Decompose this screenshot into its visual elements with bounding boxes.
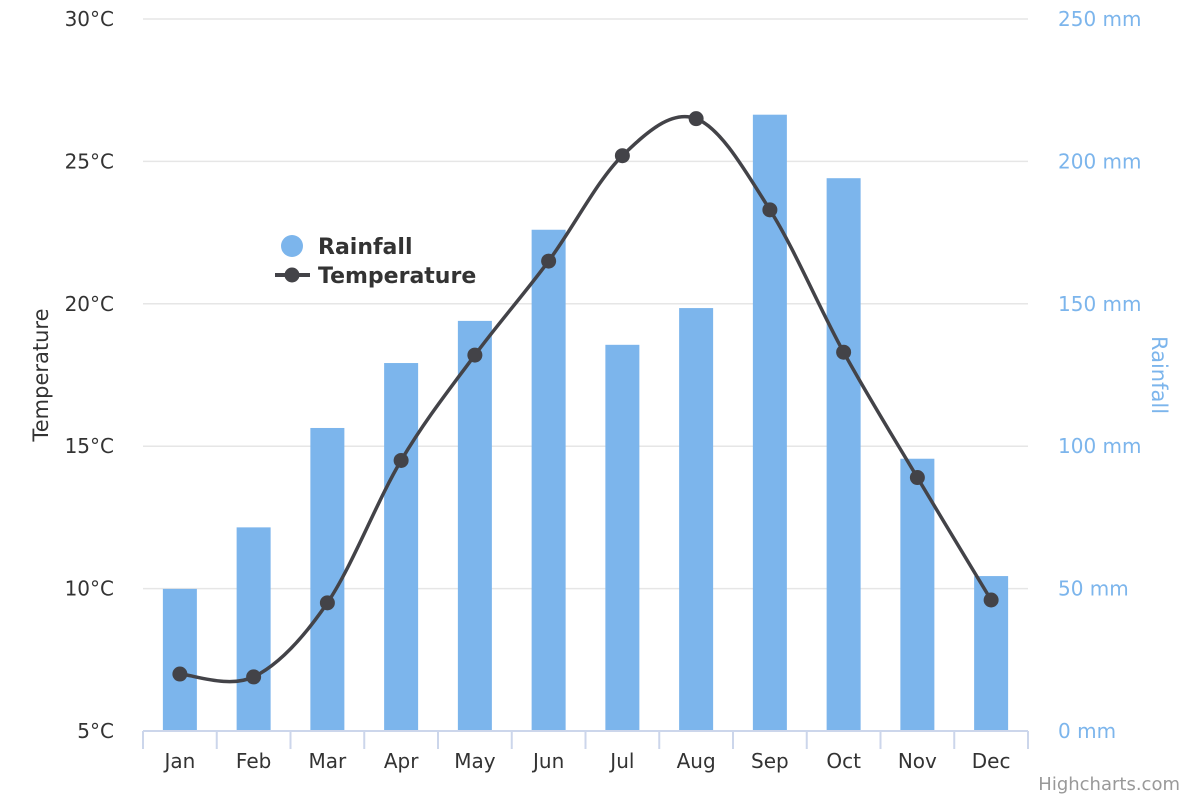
left-y-tick-label: 30°C — [65, 7, 114, 31]
legend[interactable]: Rainfall Temperature — [275, 235, 476, 289]
temperature-point[interactable] — [172, 666, 188, 682]
gridlines — [143, 18, 1028, 590]
x-axis-label: Dec — [972, 749, 1011, 773]
rainfall-bar[interactable] — [236, 527, 271, 731]
rainfall-legend-icon — [281, 235, 303, 257]
temperature-line — [172, 111, 999, 685]
x-axis-label: Nov — [898, 749, 937, 773]
legend-item-temperature[interactable]: Temperature — [275, 264, 476, 289]
left-y-tick-label: 10°C — [65, 577, 114, 601]
temperature-point[interactable] — [762, 202, 778, 218]
x-axis-label: Sep — [751, 749, 789, 773]
legend-label-rainfall: Rainfall — [318, 235, 413, 260]
right-y-tick-label: 150 mm — [1058, 292, 1142, 316]
x-axis — [142, 730, 1029, 749]
left-y-tick-label: 25°C — [65, 149, 114, 173]
left-y-tick-label: 15°C — [65, 434, 114, 458]
x-axis-label: Mar — [309, 749, 348, 773]
right-y-tick-label: 200 mm — [1058, 149, 1142, 173]
temperature-point[interactable] — [541, 253, 557, 269]
right-y-tick-label: 0 mm — [1058, 719, 1116, 743]
rainfall-bar[interactable] — [605, 344, 640, 731]
rainfall-bar[interactable] — [752, 114, 787, 731]
rainfall-bars — [162, 114, 1009, 732]
legend-item-rainfall[interactable]: Rainfall — [281, 235, 413, 260]
left-y-tick-label: 20°C — [65, 292, 114, 316]
temperature-point[interactable] — [614, 148, 630, 164]
legend-label-temperature: Temperature — [318, 264, 476, 289]
temperature-point[interactable] — [909, 470, 925, 486]
x-axis-label: Oct — [826, 749, 861, 773]
x-axis-label: Apr — [384, 749, 419, 773]
x-axis-label: Feb — [236, 749, 271, 773]
rainfall-bar[interactable] — [531, 229, 566, 731]
temperature-point[interactable] — [319, 595, 335, 611]
temperature-point[interactable] — [246, 669, 262, 685]
rainfall-bar[interactable] — [162, 588, 197, 731]
x-axis-label: Jan — [162, 749, 195, 773]
rainfall-bar[interactable] — [310, 427, 345, 731]
x-axis-label: Jun — [531, 749, 564, 773]
credits-text[interactable]: Highcharts.com — [1038, 774, 1180, 795]
temperature-point[interactable] — [983, 592, 999, 608]
temperature-point[interactable] — [393, 452, 409, 468]
rainfall-bar[interactable] — [900, 458, 935, 731]
axis-labels: 5°C 0 mm 10°C 50 mm 15°C 100 mm 20°C 150 mm 25°C… — [65, 7, 1142, 773]
x-axis-label: May — [454, 749, 496, 773]
rainfall-bar[interactable] — [457, 320, 492, 731]
right-y-tick-label: 250 mm — [1058, 7, 1142, 31]
right-y-tick-label: 100 mm — [1058, 434, 1142, 458]
temperature-legend-marker-icon — [284, 267, 300, 283]
x-axis-label: Aug — [677, 749, 716, 773]
right-axis-title: Rainfall — [1147, 336, 1171, 414]
temperature-point[interactable] — [836, 344, 852, 360]
temperature-line-path[interactable] — [178, 115, 993, 684]
temperature-point[interactable] — [688, 111, 704, 127]
rainfall-bar[interactable] — [826, 178, 861, 732]
rainfall-bar[interactable] — [384, 363, 419, 731]
x-axis-label: Jul — [608, 749, 634, 773]
right-y-tick-label: 50 mm — [1058, 577, 1129, 601]
left-axis-title: Temperature — [29, 308, 53, 442]
temperature-point[interactable] — [467, 347, 483, 363]
rainfall-bar[interactable] — [679, 308, 714, 731]
left-y-tick-label: 5°C — [77, 719, 114, 743]
